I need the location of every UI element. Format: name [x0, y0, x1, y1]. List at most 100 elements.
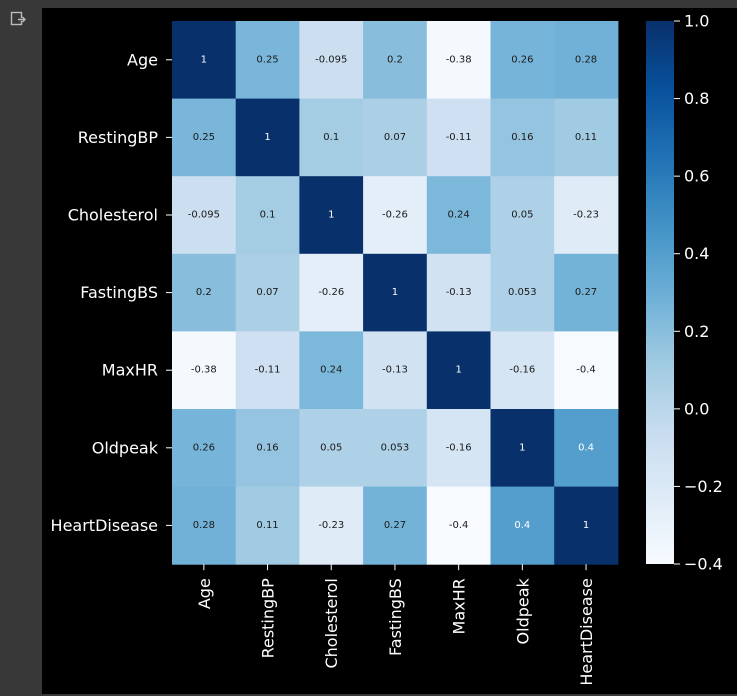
cell-value-label: 1	[264, 132, 270, 143]
heatmap-cell	[554, 486, 619, 565]
cell-value-label: -0.11	[446, 132, 472, 143]
cell-value-label: 0.27	[575, 287, 597, 298]
heatmap-cell	[235, 253, 300, 332]
cell-value-label: 0.27	[384, 520, 406, 531]
heatmap-cell	[554, 176, 619, 255]
cell-value-label: 0.05	[320, 442, 342, 453]
column-label: Age	[195, 578, 214, 609]
heatmap-cells: 1 0.25 -0.095 0.2 -0.38 0.26 0.28 0.25 1 0.1 0.07 -…	[172, 21, 619, 565]
heatmap-cell	[172, 486, 237, 565]
row-label: Age	[127, 50, 158, 69]
heatmap-cell	[363, 409, 428, 488]
column-labels: Age RestingBP Cholesterol FastingBS MaxHR Old…	[195, 564, 596, 686]
heatmap-cell	[363, 253, 428, 332]
column-label: Oldpeak	[513, 577, 532, 644]
heatmap-cell	[299, 98, 364, 177]
cell-value-label: -0.13	[446, 287, 472, 298]
cell-value-label: -0.16	[509, 365, 535, 376]
heatmap-cell	[172, 331, 237, 410]
colorbar-tick-label: 1.0	[684, 12, 709, 31]
colorbar-tick-label: 0.2	[684, 322, 709, 341]
heatmap-cell	[172, 21, 237, 100]
heatmap-cell	[172, 98, 237, 177]
cell-value-label: 0.2	[387, 54, 403, 65]
cell-value-label: 1	[201, 54, 207, 65]
cell-value-label: -0.26	[318, 287, 344, 298]
heatmap-cell	[426, 409, 491, 488]
colorbar-tick-label: −0.4	[684, 555, 723, 574]
column-label: MaxHR	[450, 578, 469, 634]
cell-value-label: 1	[455, 365, 461, 376]
colorbar-tick-label: −0.2	[684, 477, 723, 496]
cell-value-label: 0.25	[256, 54, 278, 65]
cell-value-label: 1	[328, 210, 334, 221]
heatmap-cell	[235, 486, 300, 565]
heatmap-cell	[490, 409, 555, 488]
cell-value-label: 0.26	[511, 54, 533, 65]
heatmap-cell	[299, 176, 364, 255]
column-label: Cholesterol	[322, 578, 341, 668]
cell-value-label: 0.07	[256, 287, 278, 298]
heatmap-cell	[554, 98, 619, 177]
heatmap-cell	[426, 486, 491, 565]
cell-value-label: 0.28	[193, 520, 215, 531]
heatmap-cell	[363, 176, 428, 255]
heatmap-cell	[363, 21, 428, 100]
heatmap-cell	[554, 21, 619, 100]
column-label: FastingBS	[386, 578, 405, 656]
heatmap-cell	[299, 409, 364, 488]
heatmap-cell	[490, 253, 555, 332]
heatmap-cell	[363, 98, 428, 177]
cell-value-label: 0.16	[511, 132, 533, 143]
heatmap-cell	[172, 253, 237, 332]
colorbar-gradient	[646, 21, 674, 564]
heatmap-cell	[299, 331, 364, 410]
output-redirect-icon[interactable]	[10, 11, 26, 27]
cell-value-label: -0.095	[315, 54, 347, 65]
cell-value-label: -0.23	[573, 210, 599, 221]
cell-value-label: -0.23	[318, 520, 344, 531]
colorbar-tick-label: 0.4	[684, 244, 709, 263]
heatmap-cell	[490, 98, 555, 177]
heatmap-cell	[235, 98, 300, 177]
row-labels: Age RestingBP Cholesterol FastingBS MaxHR Old…	[51, 50, 172, 535]
heatmap-cell	[490, 176, 555, 255]
cell-value-label: -0.11	[255, 365, 281, 376]
heatmap-cell	[426, 331, 491, 410]
heatmap-cell	[299, 486, 364, 565]
cell-value-label: 0.24	[320, 365, 342, 376]
row-label: MaxHR	[102, 361, 158, 380]
cell-value-label: 0.1	[260, 210, 276, 221]
heatmap-cell	[426, 21, 491, 100]
heatmap-cell	[426, 253, 491, 332]
heatmap-cell	[426, 176, 491, 255]
cell-value-label: 0.05	[511, 210, 533, 221]
cell-value-label: -0.38	[191, 365, 217, 376]
cell-value-label: 0.28	[575, 54, 597, 65]
column-label: RestingBP	[259, 578, 278, 659]
cell-gutter	[0, 0, 42, 696]
heatmap-cell	[490, 486, 555, 565]
row-label: HeartDisease	[51, 516, 158, 535]
correlation-heatmap: 1 0.25 -0.095 0.2 -0.38 0.26 0.28 0.25 1 0.1 0.07 -…	[51, 12, 723, 686]
cell-value-label: 1	[583, 520, 589, 531]
cell-value-label: -0.4	[576, 365, 596, 376]
heatmap-cell	[363, 331, 428, 410]
cell-value-label: 0.26	[193, 442, 215, 453]
heatmap-cell	[235, 176, 300, 255]
cell-value-label: -0.38	[446, 54, 472, 65]
cell-value-label: 0.1	[323, 132, 339, 143]
row-label: Cholesterol	[68, 206, 158, 225]
cell-value-label: 0.11	[256, 520, 278, 531]
colorbar-tick-label: 0.8	[684, 89, 709, 108]
colorbar: 1.0 0.8 0.6 0.4 0.2 0.0 −0.2 −0.4	[646, 12, 723, 574]
cell-value-label: 0.4	[514, 520, 530, 531]
cell-value-label: 0.2	[196, 287, 212, 298]
colorbar-tick-label: 0.6	[684, 167, 709, 186]
cell-value-label: 0.25	[193, 132, 215, 143]
cell-value-label: 0.053	[508, 287, 537, 298]
heatmap-cell	[426, 98, 491, 177]
heatmap-cell	[554, 253, 619, 332]
row-label: Oldpeak	[92, 438, 159, 457]
cell-output-area: 1 0.25 -0.095 0.2 -0.38 0.26 0.28 0.25 1 0.1 0.07 -…	[42, 8, 737, 694]
